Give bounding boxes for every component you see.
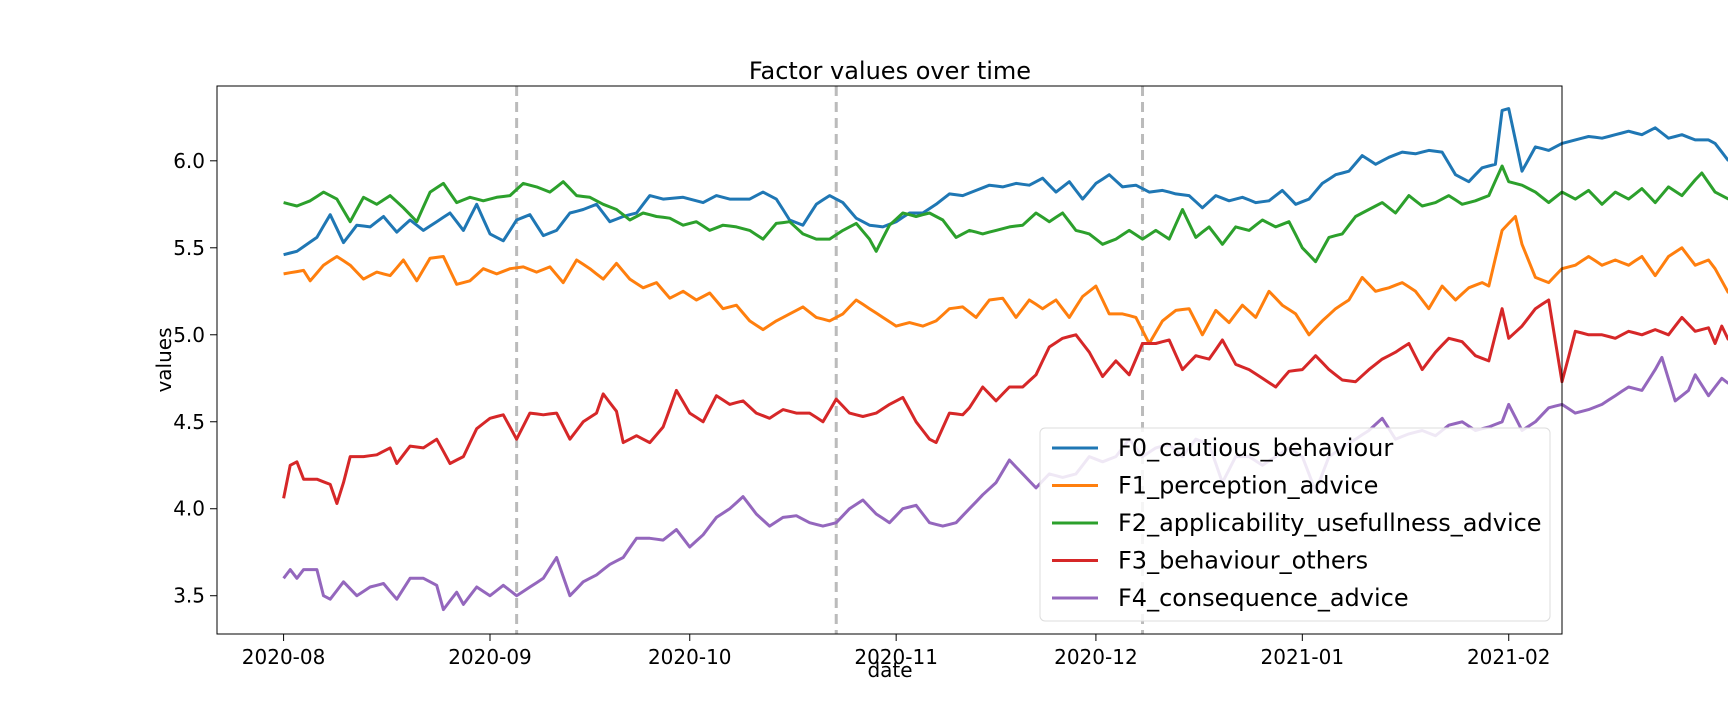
plot-frame bbox=[216, 85, 1563, 635]
y-tick-label: 5.5 bbox=[173, 236, 205, 260]
y-tick-label: 4.0 bbox=[173, 497, 205, 521]
y-axis: 3.5 4.0 4.5 5.0 5.5 6.0 bbox=[173, 149, 217, 608]
x-tick-label: 2021-01 bbox=[1261, 645, 1345, 669]
x-tick-label: 2020-11 bbox=[854, 645, 938, 669]
legend: F0_cautious_behaviour F1_perception_advic… bbox=[1039, 427, 1551, 622]
series-line bbox=[282, 355, 1728, 612]
y-tick-label: 4.5 bbox=[173, 410, 205, 434]
series-lines bbox=[282, 107, 1728, 612]
legend-label: F4_consequence_advice bbox=[1118, 584, 1409, 612]
series-line bbox=[283, 164, 1728, 264]
y-tick-label: 6.0 bbox=[173, 149, 205, 173]
x-tick-label: 2020-10 bbox=[648, 645, 732, 669]
legend-label: F2_applicability_usefullness_advice bbox=[1118, 509, 1542, 537]
legend-label: F0_cautious_behaviour bbox=[1118, 434, 1393, 462]
x-tick-label: 2020-09 bbox=[448, 645, 532, 669]
y-tick-label: 3.5 bbox=[173, 584, 205, 608]
y-axis-label: values bbox=[152, 327, 176, 392]
x-tick-label: 2020-12 bbox=[1054, 645, 1138, 669]
legend-label: F1_perception_advice bbox=[1118, 472, 1378, 500]
legend-label: F3_behaviour_others bbox=[1118, 547, 1368, 575]
x-tick-label: 2021-02 bbox=[1467, 645, 1551, 669]
legend-box bbox=[1039, 427, 1551, 622]
series-line bbox=[283, 107, 1728, 257]
series-line bbox=[282, 298, 1728, 505]
y-tick-label: 5.0 bbox=[173, 323, 205, 347]
x-axis-label: date bbox=[867, 658, 912, 682]
x-axis: 2020-08 2020-09 2020-10 2020-11 2020-12 2021-… bbox=[242, 634, 1551, 669]
chart-title: Factor values over time bbox=[749, 57, 1031, 85]
x-tick-label: 2020-08 bbox=[242, 645, 326, 669]
series-line bbox=[283, 215, 1728, 345]
